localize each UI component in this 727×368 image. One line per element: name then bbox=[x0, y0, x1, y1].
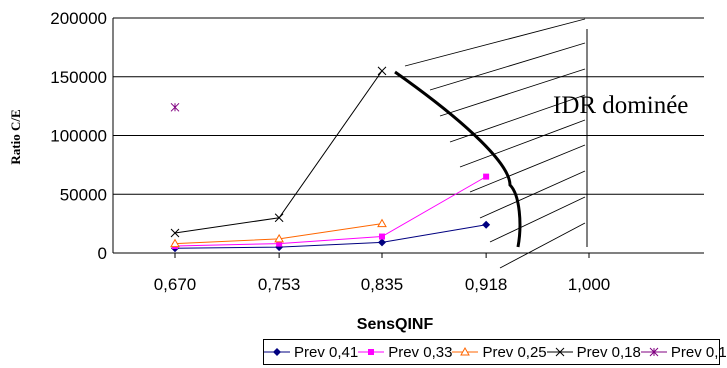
hatch-line-5 bbox=[469, 144, 586, 193]
series-line-1 bbox=[174, 176, 487, 247]
series-1-point-3 bbox=[483, 173, 490, 180]
legend-label-3: Prev 0,18 bbox=[576, 343, 641, 361]
legend-swatch-3 bbox=[546, 347, 573, 357]
legend-swatch-marker-1 bbox=[368, 349, 375, 355]
y-tick-label-0: 0 bbox=[98, 244, 107, 263]
series-3-point-0 bbox=[170, 228, 180, 238]
frontier-curve bbox=[394, 70, 522, 248]
series-2-point-2 bbox=[377, 218, 387, 228]
legend-swatch-0 bbox=[264, 348, 290, 356]
x-tick-label-2: 0,835 bbox=[361, 275, 404, 294]
idr-dominated-region bbox=[394, 18, 588, 269]
series-line-3 bbox=[174, 70, 383, 234]
series-1-point-1 bbox=[276, 240, 283, 247]
legend-item-4: Prev 0,1 bbox=[640, 343, 727, 361]
y-axis-label: Ratio C/E bbox=[8, 109, 23, 164]
legend-swatch-marker-3 bbox=[555, 347, 565, 357]
legend-item-2: Prev 0,25 bbox=[452, 343, 547, 361]
x-tick-label-3: 0,918 bbox=[465, 275, 508, 294]
legend: Prev 0,41 Prev 0,33 Prev 0,25 Prev 0,18 Prev… bbox=[263, 339, 727, 365]
annotation-idr-dominee: IDR dominée bbox=[553, 92, 688, 119]
legend-item-1: Prev 0,33 bbox=[358, 344, 452, 361]
series-4-point-0 bbox=[170, 102, 180, 112]
hatch-line-1 bbox=[429, 42, 586, 91]
y-tick-label-1: 50000 bbox=[60, 185, 107, 204]
x-tick-label-4: 1,000 bbox=[568, 275, 611, 294]
x-tick-label-1: 0,753 bbox=[258, 275, 301, 294]
legend-item-0: Prev 0,41 bbox=[264, 344, 358, 361]
legend-swatch-marker-4 bbox=[649, 347, 659, 357]
series-layer bbox=[170, 66, 491, 253]
series-0-point-2 bbox=[378, 238, 386, 247]
axis-ticks: 0 50000 100000 150000 200000 0,670 0,753 0,835 0… bbox=[50, 9, 610, 294]
legend-swatch-2 bbox=[452, 346, 479, 356]
series-2-point-1 bbox=[274, 233, 284, 243]
hatch-line-6 bbox=[479, 170, 586, 219]
series-3-point-2 bbox=[377, 66, 387, 76]
legend-swatch-marker-2 bbox=[460, 346, 471, 356]
x-axis-label: SensQINF bbox=[357, 316, 434, 333]
series-0-point-3 bbox=[482, 220, 491, 229]
gridlines bbox=[112, 17, 704, 258]
series-1-point-2 bbox=[379, 233, 385, 240]
legend-swatch-4 bbox=[640, 347, 667, 357]
legend-label-4: Prev 0,1 bbox=[670, 343, 727, 361]
y-tick-label-4: 200000 bbox=[50, 9, 107, 28]
legend-label-0: Prev 0,41 bbox=[294, 343, 359, 361]
hatch-line-7 bbox=[489, 196, 586, 243]
legend-swatch-1 bbox=[358, 349, 385, 355]
y-tick-label-3: 150000 bbox=[50, 68, 107, 87]
chart: 0 50000 100000 150000 200000 0,670 0,753 0,835 0… bbox=[8, 9, 704, 333]
y-tick-label-2: 100000 bbox=[50, 127, 107, 146]
series-line-0 bbox=[174, 224, 487, 249]
hatch-line-8 bbox=[499, 222, 586, 269]
hatch-line-0 bbox=[404, 18, 586, 67]
legend-swatch-marker-0 bbox=[273, 348, 281, 356]
legend-item-3: Prev 0,18 bbox=[546, 343, 641, 361]
hatch-line-4 bbox=[459, 119, 586, 168]
x-tick-label-0: 0,670 bbox=[154, 275, 197, 294]
legend-label-1: Prev 0,33 bbox=[388, 343, 453, 361]
hatch-line-2 bbox=[439, 68, 586, 117]
series-2-point-0 bbox=[170, 238, 180, 248]
legend-label-2: Prev 0,25 bbox=[482, 343, 547, 361]
hatch-line-3 bbox=[449, 94, 586, 143]
series-3-point-1 bbox=[274, 213, 284, 223]
